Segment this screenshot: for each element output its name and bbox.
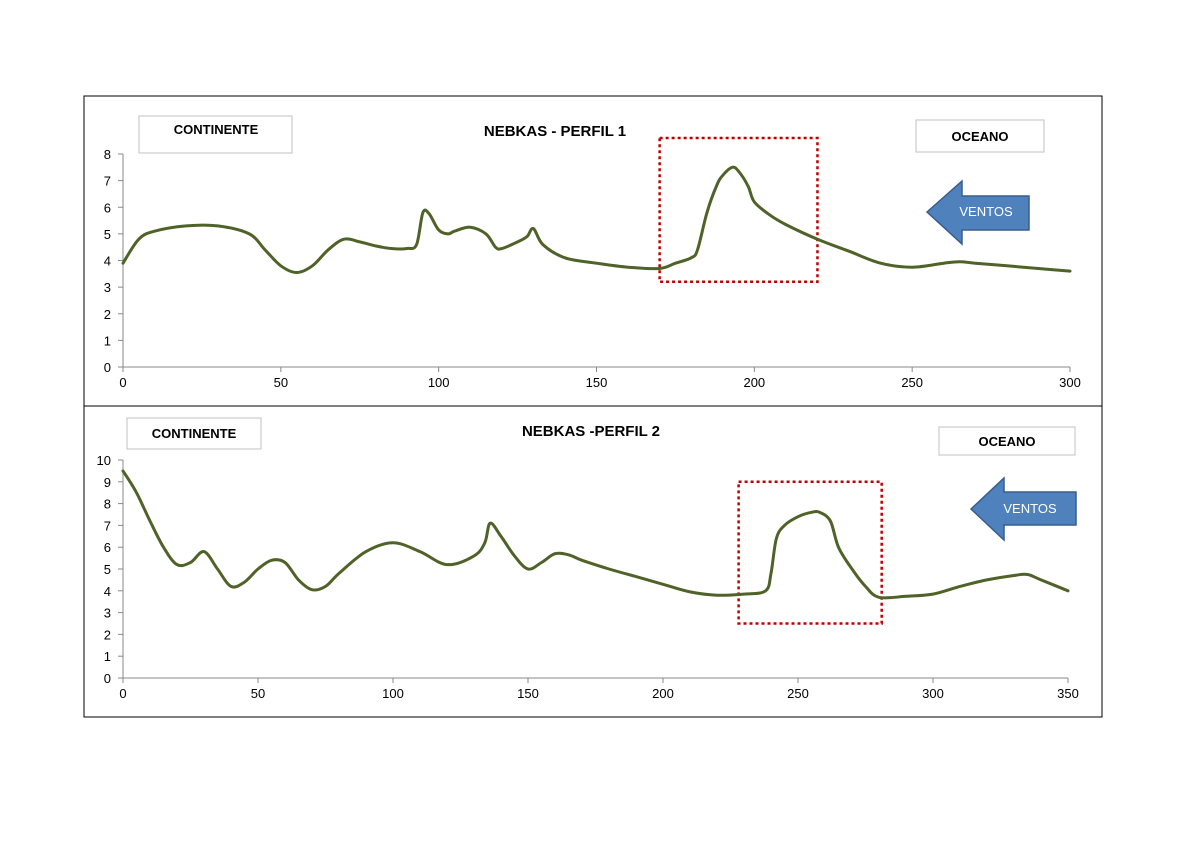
y-tick-label: 5 xyxy=(104,562,111,577)
x-tick-label: 100 xyxy=(428,375,450,390)
y-tick-label: 8 xyxy=(104,147,111,162)
oceano-label-box xyxy=(915,119,1045,153)
y-tick-label: 6 xyxy=(104,540,111,555)
chart-title: NEBKAS - PERFIL 1 xyxy=(484,123,626,140)
x-tick-label: 50 xyxy=(251,686,265,701)
tick-labels: 0 50 100 150 200 250 300 350 0 1 2 3 4 5 6 7 8 9 10 xyxy=(97,453,1079,701)
continente-label: CONTINENTE xyxy=(152,426,237,441)
x-tick-label: 0 xyxy=(119,686,126,701)
x-tick-label: 100 xyxy=(382,686,404,701)
x-tick-label: 250 xyxy=(787,686,809,701)
y-tick-label: 3 xyxy=(104,606,111,621)
x-tick-label: 250 xyxy=(901,375,923,390)
wind-arrow-icon: VENTOS xyxy=(969,476,1077,542)
wind-arrow-label: VENTOS xyxy=(959,204,1013,219)
continente-label: CONTINENTE xyxy=(174,122,259,137)
y-tick-label: 4 xyxy=(104,254,111,269)
x-tick-label: 350 xyxy=(1057,686,1079,701)
y-tick-label: 2 xyxy=(104,627,111,642)
y-tick-label: 9 xyxy=(104,475,111,490)
dune-highlight-box xyxy=(658,136,819,284)
series-line xyxy=(121,469,1070,600)
wind-arrow-icon: VENTOS xyxy=(925,179,1030,246)
y-tick-label: 2 xyxy=(104,307,111,322)
tick-labels: 0 50 100 150 200 250 300 0 1 2 3 4 5 6 7 8 xyxy=(104,147,1081,390)
chart-frame xyxy=(83,405,1103,718)
x-tick-label: 150 xyxy=(586,375,608,390)
y-tick-label: 7 xyxy=(104,174,111,189)
x-tick-label: 150 xyxy=(517,686,539,701)
wind-arrow-label: VENTOS xyxy=(1003,501,1057,516)
y-tick-label: 1 xyxy=(104,649,111,664)
y-tick-label: 1 xyxy=(104,333,111,348)
y-tick-label: 10 xyxy=(97,453,111,468)
chart-panel-1: 0 50 100 150 200 250 300 0 1 2 3 4 5 6 7 8 CONTINENTE O… xyxy=(83,95,1103,407)
y-tick-label: 6 xyxy=(104,200,111,215)
series-line xyxy=(121,165,1072,274)
x-tick-label: 200 xyxy=(743,375,765,390)
chart-axes xyxy=(118,459,1069,683)
x-tick-label: 300 xyxy=(922,686,944,701)
dune-highlight-box xyxy=(737,480,883,625)
oceano-label-box xyxy=(938,426,1076,456)
chart-title: NEBKAS -PERFIL 2 xyxy=(522,423,660,440)
y-tick-label: 5 xyxy=(104,227,111,242)
x-tick-label: 300 xyxy=(1059,375,1081,390)
oceano-label: OCEANO xyxy=(951,129,1008,144)
y-tick-label: 0 xyxy=(104,671,111,686)
y-tick-label: 3 xyxy=(104,280,111,295)
continente-label-box xyxy=(138,115,293,154)
y-tick-label: 7 xyxy=(104,518,111,533)
x-tick-label: 0 xyxy=(119,375,126,390)
continente-label-box xyxy=(126,417,262,450)
x-tick-label: 200 xyxy=(652,686,674,701)
y-tick-label: 0 xyxy=(104,360,111,375)
oceano-label: OCEANO xyxy=(978,434,1035,449)
chart-panel-2: 0 50 100 150 200 250 300 350 0 1 2 3 4 5 6 7 8 9 10 CONTIN… xyxy=(83,405,1103,718)
y-tick-label: 4 xyxy=(104,584,111,599)
x-tick-label: 50 xyxy=(274,375,288,390)
y-tick-label: 8 xyxy=(104,497,111,512)
